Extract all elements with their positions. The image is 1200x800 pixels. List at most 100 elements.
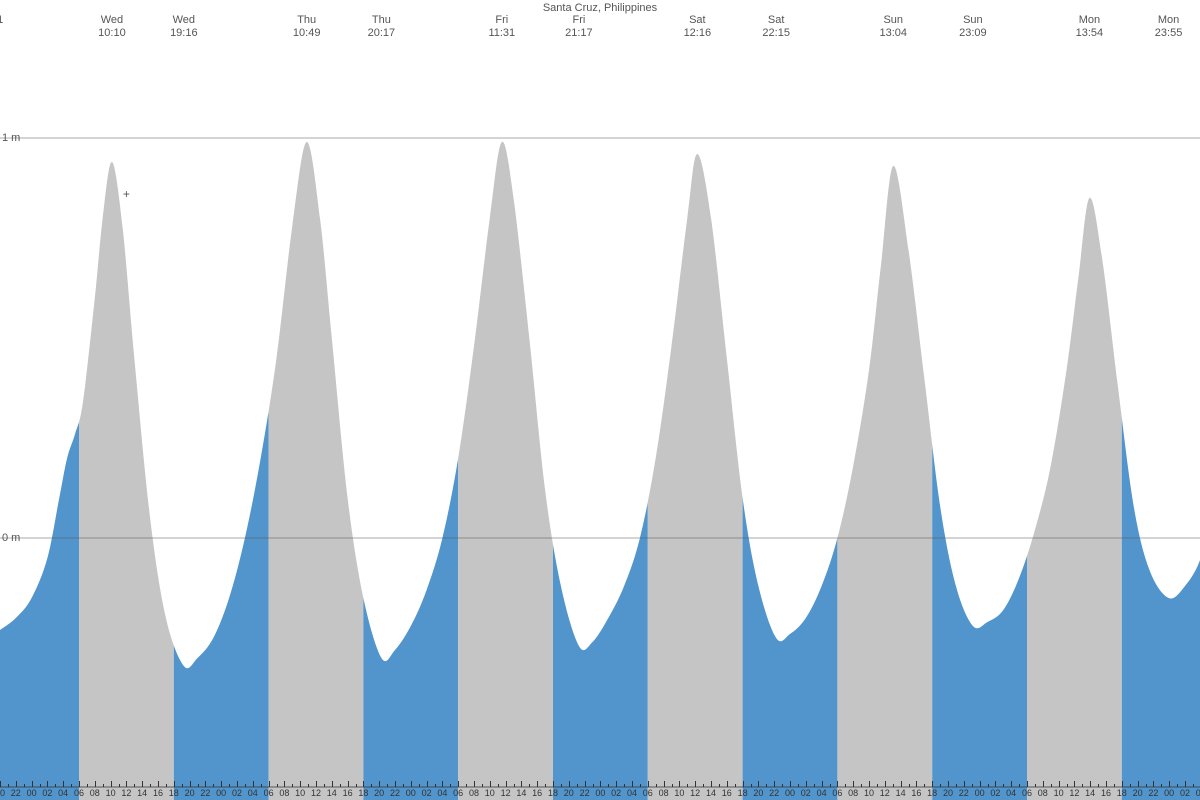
tide-event-label: Fri11:31 bbox=[488, 14, 515, 40]
x-tick bbox=[47, 781, 48, 787]
x-tick bbox=[450, 784, 451, 787]
x-axis-label: 10 bbox=[485, 788, 495, 798]
x-axis-label: 22 bbox=[200, 788, 210, 798]
x-tick bbox=[458, 781, 459, 787]
x-tick bbox=[545, 784, 546, 787]
x-tick bbox=[427, 781, 428, 787]
chart-title: Santa Cruz, Philippines bbox=[0, 2, 1200, 14]
x-tick bbox=[861, 784, 862, 787]
x-axis-label: 08 bbox=[1038, 788, 1048, 798]
x-tick bbox=[340, 784, 341, 787]
x-axis-label: 04 bbox=[817, 788, 827, 798]
x-tick bbox=[1003, 784, 1004, 787]
x-tick bbox=[964, 781, 965, 787]
x-tick bbox=[1019, 784, 1020, 787]
x-axis-label: 08 bbox=[848, 788, 858, 798]
x-axis-label: 06 bbox=[453, 788, 463, 798]
x-tick bbox=[300, 781, 301, 787]
x-axis-label: 20 bbox=[753, 788, 763, 798]
x-axis-label: 10 bbox=[106, 788, 116, 798]
x-axis-label: 10 bbox=[295, 788, 305, 798]
tide-event-label: Sat22:15 bbox=[762, 14, 790, 40]
x-axis-label: 06 bbox=[643, 788, 653, 798]
x-axis-label: 02 bbox=[1180, 788, 1190, 798]
x-tick bbox=[719, 784, 720, 787]
tide-event-label: Wed10:10 bbox=[98, 14, 126, 40]
tide-event-label: Mon13:54 bbox=[1076, 14, 1104, 40]
x-axis-label: 02 bbox=[232, 788, 242, 798]
x-tick bbox=[1043, 781, 1044, 787]
x-tick bbox=[774, 781, 775, 787]
x-tick bbox=[166, 784, 167, 787]
x-axis-label: 12 bbox=[880, 788, 890, 798]
x-tick bbox=[55, 784, 56, 787]
x-axis-label: 14 bbox=[706, 788, 716, 798]
x-tick bbox=[869, 781, 870, 787]
x-tick bbox=[845, 784, 846, 787]
x-axis-label: 04 bbox=[1196, 788, 1200, 798]
x-tick bbox=[363, 781, 364, 787]
x-axis-label: 22 bbox=[390, 788, 400, 798]
x-axis-label: 10 bbox=[864, 788, 874, 798]
x-tick bbox=[379, 781, 380, 787]
tide-event-label: Mon23:55 bbox=[1155, 14, 1183, 40]
x-tick bbox=[324, 784, 325, 787]
x-tick bbox=[1059, 781, 1060, 787]
x-axis-label: 18 bbox=[169, 788, 179, 798]
x-tick bbox=[711, 781, 712, 787]
x-tick bbox=[940, 784, 941, 787]
x-tick bbox=[877, 784, 878, 787]
x-tick bbox=[1027, 781, 1028, 787]
x-tick bbox=[79, 781, 80, 787]
x-axis-label: 20 bbox=[943, 788, 953, 798]
x-tick bbox=[593, 784, 594, 787]
x-tick bbox=[672, 784, 673, 787]
x-tick bbox=[142, 781, 143, 787]
x-tick bbox=[916, 781, 917, 787]
x-tick bbox=[174, 781, 175, 787]
x-tick bbox=[798, 784, 799, 787]
x-tick bbox=[735, 784, 736, 787]
x-tick bbox=[63, 781, 64, 787]
x-tick bbox=[71, 784, 72, 787]
x-axis-label: 08 bbox=[90, 788, 100, 798]
x-axis-label: 16 bbox=[1101, 788, 1111, 798]
x-axis-label: 14 bbox=[516, 788, 526, 798]
x-tick bbox=[1035, 784, 1036, 787]
tide-event-label: Sun13:04 bbox=[879, 14, 907, 40]
chart-svg bbox=[0, 0, 1200, 800]
x-tick bbox=[308, 784, 309, 787]
x-tick bbox=[8, 784, 9, 787]
x-tick bbox=[229, 784, 230, 787]
x-tick bbox=[158, 781, 159, 787]
x-axis-label: 12 bbox=[311, 788, 321, 798]
x-tick bbox=[1193, 784, 1194, 787]
x-tick bbox=[790, 781, 791, 787]
x-tick bbox=[924, 784, 925, 787]
x-tick bbox=[253, 781, 254, 787]
x-axis-label: 12 bbox=[690, 788, 700, 798]
x-tick bbox=[419, 784, 420, 787]
x-tick bbox=[474, 781, 475, 787]
y-axis-label: 0 m bbox=[2, 532, 20, 544]
x-axis-label: 00 bbox=[595, 788, 605, 798]
x-axis-label: 00 bbox=[1164, 788, 1174, 798]
x-tick bbox=[292, 784, 293, 787]
x-axis-label: 04 bbox=[58, 788, 68, 798]
x-tick bbox=[213, 784, 214, 787]
x-tick bbox=[616, 781, 617, 787]
x-tick bbox=[758, 781, 759, 787]
x-tick bbox=[893, 784, 894, 787]
x-tick bbox=[356, 784, 357, 787]
x-tick bbox=[972, 784, 973, 787]
x-tick bbox=[490, 781, 491, 787]
x-tick bbox=[679, 781, 680, 787]
x-tick bbox=[988, 784, 989, 787]
x-axis-label: 00 bbox=[216, 788, 226, 798]
x-tick bbox=[956, 784, 957, 787]
x-tick bbox=[245, 784, 246, 787]
x-axis-label: 20 bbox=[1133, 788, 1143, 798]
x-tick bbox=[237, 781, 238, 787]
x-axis-label: 12 bbox=[121, 788, 131, 798]
x-tick bbox=[782, 784, 783, 787]
